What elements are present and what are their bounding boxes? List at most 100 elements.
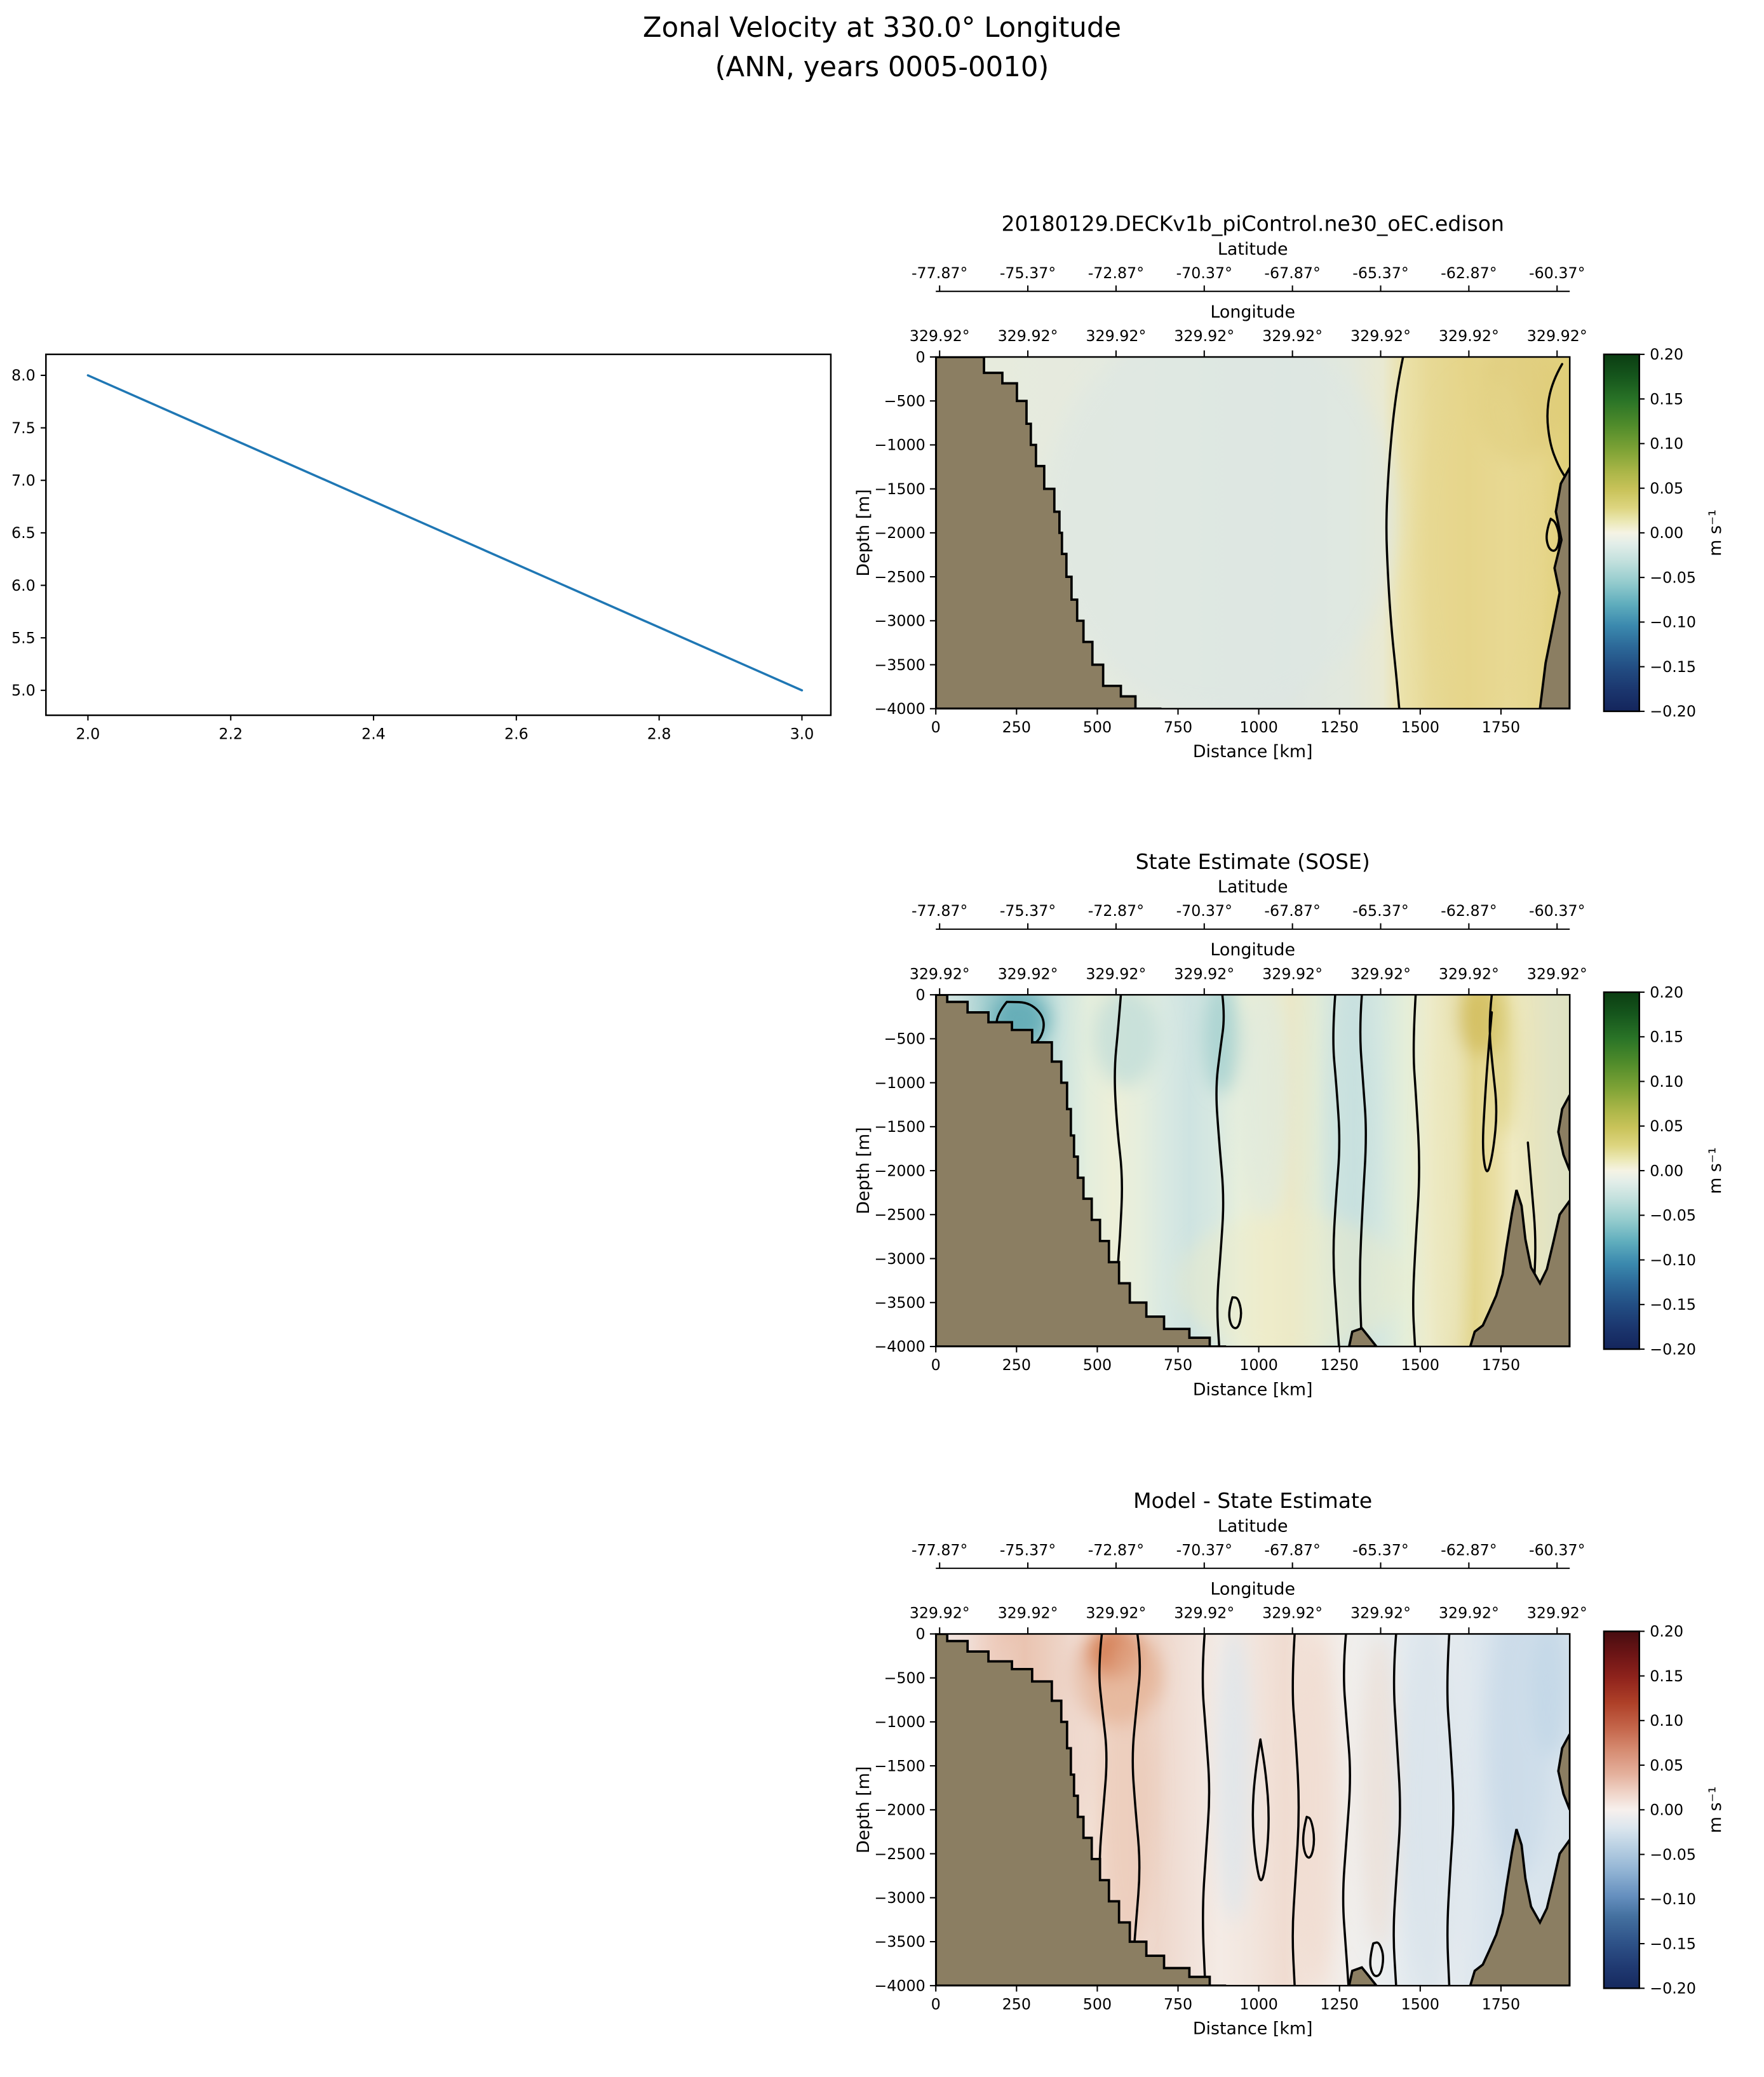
depth-tick-label: −3000 [874,612,925,630]
longitude-tick-label: 329.92° [1086,1604,1146,1622]
longitude-tick-label: 329.92° [1262,1604,1323,1622]
colorbar-tick-label: −0.15 [1650,1296,1696,1314]
figure-title-line2: (ANN, years 0005-0010) [715,51,1049,84]
colorbar-tick-label: 0.00 [1650,1162,1683,1180]
plot-border [934,993,1571,1348]
distance-tick-label: 1250 [1320,1995,1358,2013]
latitude-tick-label: -70.37° [1176,902,1232,920]
y-tick-label: 5.5 [11,629,36,647]
zero-contour-line [1385,357,1404,709]
colorbar-tick-label: 0.15 [1650,390,1683,408]
y-tick-label: 6.5 [11,524,36,542]
longitude-tick-label: 329.92° [1439,1604,1499,1622]
latitude-tick-label: -65.37° [1352,264,1408,282]
line-plot-svg: 8.0 7.5 7.0 6.5 6.0 5.5 5.0 2.0 2.2 2.4 2.6 2.8 3.0 [11,353,832,743]
velocity-anomaly-blob [1094,995,1158,1087]
distance-tick-label: 1000 [1239,1356,1277,1374]
data-line [86,374,804,692]
depth-tick-label: −2000 [874,1162,925,1180]
y-tick-label: 6.0 [11,577,36,595]
distance-tick-label: 1250 [1320,1356,1358,1374]
zero-contour-line [1332,995,1341,1347]
latitude-tick-label: -60.37° [1529,264,1585,282]
depth-tick-label: −2500 [874,1206,925,1224]
depth-axis-label: Depth [m] [854,1766,873,1853]
distance-tick-label: 1750 [1482,718,1520,736]
y-tick-label: 7.0 [11,472,36,490]
zero-contour-line [1369,1941,1385,1977]
zero-contour-line [1228,1296,1242,1329]
longitude-tick-label: 329.92° [1527,1604,1587,1622]
colorbar-tick-label: 0.10 [1650,1073,1683,1091]
longitude-tick-label: 329.92° [1262,965,1323,983]
distance-tick-label: 0 [931,1356,941,1374]
zero-contour-line [1545,518,1561,552]
longitude-tick-label: 329.92° [910,327,970,345]
colorbar-tick-label: 0.00 [1650,524,1683,542]
colorbar-tick-label: −0.05 [1650,1207,1696,1225]
panel-model-minus-state-estimate: Model - State Estimate Latitude -77.87° -75… [840,1487,1758,2064]
velocity-anomaly-blob [1532,1634,1570,1758]
depth-tick-label: 0 [916,348,926,366]
distance-tick-label: 1000 [1239,1995,1277,2013]
colorbar-label: m s⁻¹ [1706,509,1725,556]
bathymetry [1557,1733,1570,1811]
distance-tick-label: 0 [931,718,941,736]
longitude-tick-label: 329.92° [910,1604,970,1622]
depth-tick-label: −2000 [874,1801,925,1819]
distance-tick-label: 250 [1002,718,1031,736]
depth-tick-label: −500 [884,1030,925,1048]
panel-model: 20180129.DECKv1b_piControl.ne30_oEC.edis… [840,210,1758,788]
longitude-tick-label: 329.92° [1350,965,1411,983]
x-tick-label: 2.8 [647,725,671,743]
latitude-tick-label: -75.37° [1000,902,1056,920]
heatmap-panel-svg: State Estimate (SOSE) Latitude -77.87° -75.… [854,849,1725,1400]
depth-tick-label: −2500 [874,568,925,586]
colorbar-label: m s⁻¹ [1706,1147,1725,1194]
x-tick-label: 2.4 [361,725,386,743]
longitude-tick-label: 329.92° [910,965,970,983]
distance-axis-label: Distance [km] [1193,1380,1313,1399]
depth-tick-label: −1500 [874,480,925,498]
latitude-tick-label: -67.87° [1264,264,1320,282]
colorbar-tick-label: 0.15 [1650,1028,1683,1046]
colorbar-tick-label: 0.20 [1650,1623,1683,1641]
longitude-axis-label: Longitude [1210,302,1295,322]
zero-contour-line [1215,995,1225,1347]
y-tick-label: 7.5 [11,419,36,437]
latitude-tick-label: -67.87° [1264,902,1320,920]
depth-tick-label: −3500 [874,656,925,674]
bathymetry [1538,465,1570,709]
distance-tick-label: 750 [1164,1356,1192,1374]
distance-tick-label: 1250 [1320,718,1358,736]
latitude-tick-label: -70.37° [1176,264,1232,282]
depth-tick-label: −1500 [874,1757,925,1775]
colorbar-tick-label: −0.05 [1650,568,1696,586]
colorbar [1603,992,1639,1350]
colorbar-tick-label: 0.00 [1650,1801,1683,1819]
zero-contour-line [1412,995,1420,1347]
x-tick-label: 2.0 [76,725,100,743]
distance-tick-label: 750 [1164,718,1192,736]
figure-title-line1: Zonal Velocity at 330.0° Longitude [642,11,1122,44]
depth-tick-label: −1000 [874,1074,925,1092]
depth-tick-label: −1000 [874,1713,925,1731]
x-tick-label: 2.2 [219,725,243,743]
distance-tick-label: 0 [931,1995,941,2013]
longitude-tick-label: 329.92° [1174,965,1234,983]
zero-contour-line [1251,1738,1270,1881]
colorbar-tick-label: 0.05 [1650,1117,1683,1135]
distance-tick-label: 1750 [1482,1356,1520,1374]
distance-tick-label: 500 [1083,1356,1112,1374]
depth-tick-label: 0 [916,986,926,1004]
latitude-tick-label: -60.37° [1529,1541,1585,1559]
x-tick-label: 3.0 [790,725,814,743]
colorbar-tick-label: 0.10 [1650,1712,1683,1730]
latitude-tick-label: -70.37° [1176,1541,1232,1559]
longitude-tick-label: 329.92° [1174,327,1234,345]
colorbar-tick-label: −0.10 [1650,1251,1696,1269]
y-tick-label: 8.0 [11,366,36,384]
panel-title: Model - State Estimate [1133,1488,1372,1513]
velocity-anomaly-blob [1294,1634,1338,1986]
colorbar-tick-label: −0.10 [1650,1890,1696,1908]
